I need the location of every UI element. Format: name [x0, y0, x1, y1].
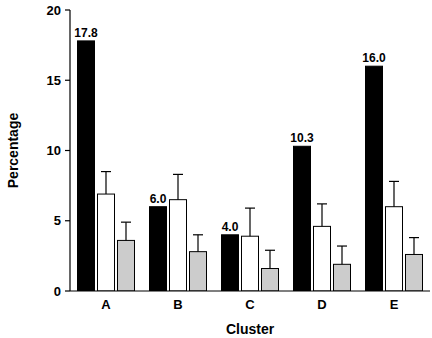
- error-bar: [173, 174, 183, 199]
- bar: [170, 200, 187, 291]
- bar: [190, 252, 207, 291]
- x-axis-label: Cluster: [226, 321, 275, 337]
- data-label: 6.0: [150, 192, 167, 206]
- bar: [386, 207, 403, 291]
- x-axis: [70, 290, 430, 291]
- error-bar: [317, 204, 327, 226]
- x-tick-label: B: [173, 297, 182, 312]
- y-tick: [65, 290, 70, 291]
- y-tick: [65, 150, 70, 151]
- error-bar: [265, 250, 275, 268]
- y-tick: [65, 9, 70, 10]
- data-label: 16.0: [362, 51, 386, 65]
- y-tick: [65, 80, 70, 81]
- x-tick-label: D: [317, 297, 326, 312]
- error-bar: [337, 246, 347, 264]
- data-label: 4.0: [222, 220, 239, 234]
- y-axis-label: Percentage: [5, 113, 21, 189]
- error-bar: [245, 208, 255, 236]
- y-tick-label: 0: [54, 284, 61, 299]
- y-tick: [65, 220, 70, 221]
- data-label: 10.3: [290, 131, 314, 145]
- bar: [118, 240, 135, 291]
- bar: [294, 146, 311, 291]
- chart: 17.8 6.0 4.0 10.3 16.0 0 5 10 15 20 A B C D E Cluster Pe…: [0, 0, 432, 338]
- error-bar: [121, 222, 131, 240]
- y-tick-label: 10: [47, 143, 61, 158]
- bars: [78, 41, 423, 291]
- error-bar: [101, 172, 111, 194]
- bar: [314, 226, 331, 291]
- y-tick-label: 20: [47, 3, 61, 18]
- bar: [366, 66, 383, 291]
- x-tick-label: A: [101, 297, 111, 312]
- bar: [262, 269, 279, 291]
- y-tick-label: 5: [54, 213, 61, 228]
- y-tick-label: 15: [47, 73, 61, 88]
- x-tick-label: C: [245, 297, 255, 312]
- bar: [222, 235, 239, 291]
- bar: [406, 254, 423, 291]
- x-tick-label: E: [390, 297, 399, 312]
- bar: [98, 194, 115, 291]
- error-bar: [409, 238, 419, 255]
- bar: [78, 41, 95, 291]
- error-bar: [193, 235, 203, 252]
- bar: [150, 207, 167, 291]
- bar: [334, 264, 351, 291]
- data-label: 17.8: [74, 26, 98, 40]
- error-bar: [389, 181, 399, 206]
- data-labels: 17.8 6.0 4.0 10.3 16.0: [74, 26, 386, 234]
- bar: [242, 236, 259, 291]
